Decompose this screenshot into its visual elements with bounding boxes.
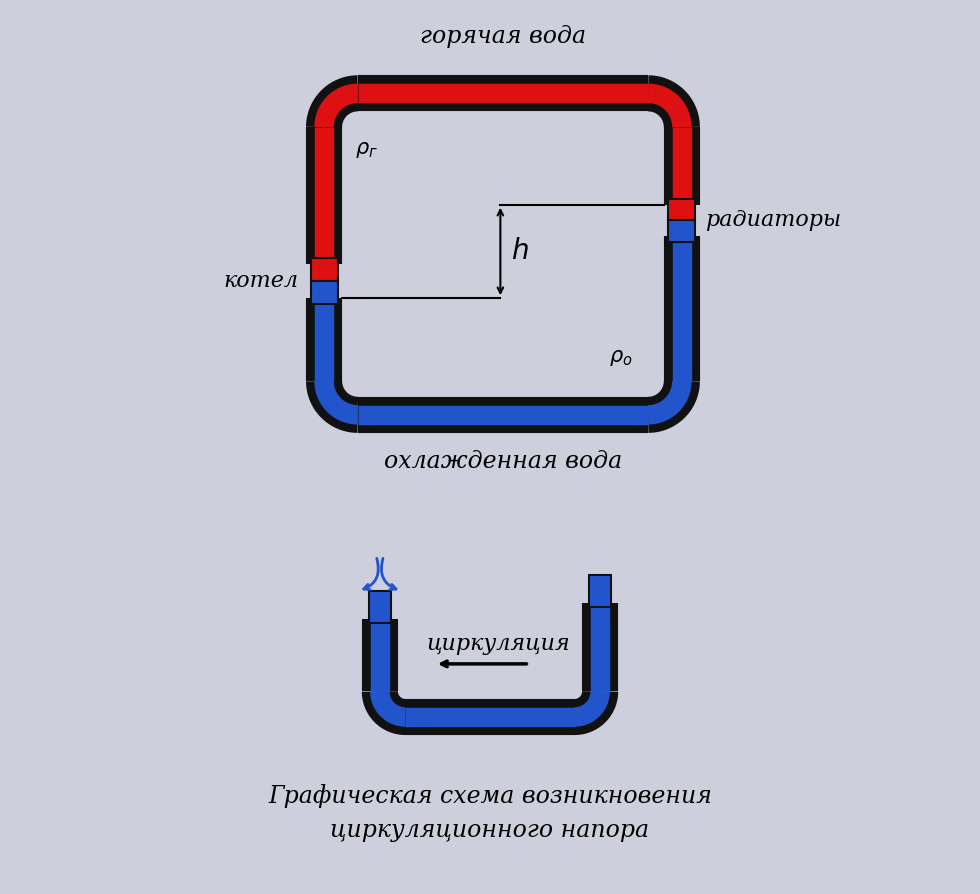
Text: $\rho_о$: $\rho_о$	[610, 348, 633, 367]
Bar	[589, 576, 611, 607]
Bar	[668, 198, 696, 221]
Bar	[311, 258, 337, 282]
Text: котел: котел	[223, 270, 298, 292]
Bar	[369, 591, 391, 622]
Text: охлажденная вода: охлажденная вода	[384, 450, 622, 473]
Text: Графическая схема возникновения
циркуляционного напора: Графическая схема возникновения циркуляц…	[269, 784, 711, 841]
Text: горячая вода: горячая вода	[419, 25, 586, 47]
Text: h: h	[511, 238, 528, 266]
Bar	[668, 221, 696, 242]
Text: циркуляция: циркуляция	[426, 633, 569, 655]
Text: радиаторы: радиаторы	[706, 209, 841, 232]
Bar	[311, 282, 337, 304]
Text: $\rho_г$: $\rho_г$	[355, 140, 378, 160]
